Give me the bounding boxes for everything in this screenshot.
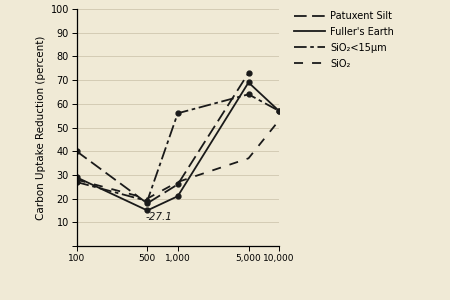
Y-axis label: Carbon Uptake Reduction (percent): Carbon Uptake Reduction (percent) <box>36 35 46 220</box>
Legend: Patuxent Silt, Fuller's Earth, SiO₂<15μm, SiO₂: Patuxent Silt, Fuller's Earth, SiO₂<15μm… <box>292 9 396 70</box>
Text: -27.1: -27.1 <box>145 212 172 222</box>
